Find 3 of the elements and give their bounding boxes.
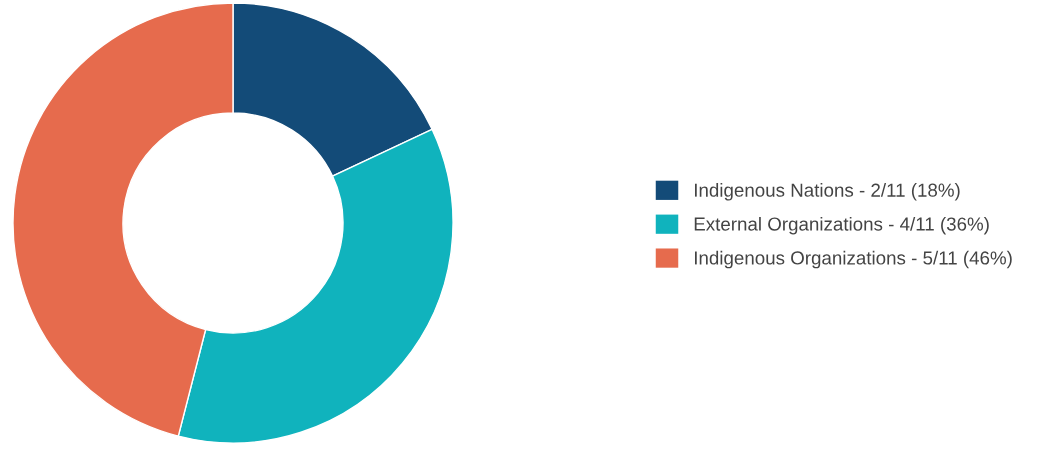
legend-label: Indigenous Organizations - 5/11 (46%) bbox=[694, 250, 1012, 269]
legend-label: External Organizations - 4/11 (36%) bbox=[694, 216, 989, 235]
legend-label: Indigenous Nations - 2/11 (18%) bbox=[694, 183, 960, 201]
